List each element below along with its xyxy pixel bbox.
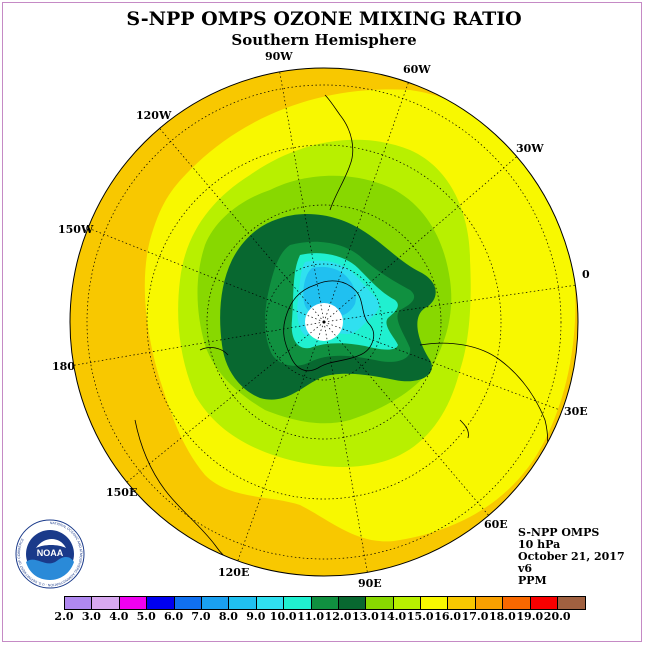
- lon-label-90e: 90E: [358, 577, 382, 590]
- lon-label-120w: 120W: [136, 109, 172, 122]
- colorbar-tick-label: 12.0: [324, 610, 352, 623]
- colorbar-tick-label: 5.0: [136, 610, 156, 623]
- units-label: PPM: [518, 574, 547, 587]
- colorbar-swatch: [92, 597, 120, 609]
- colorbar-tick-label: 3.0: [81, 610, 101, 623]
- colorbar-tick-label: 20.0: [543, 610, 571, 623]
- lon-label-150e: 150E: [106, 486, 138, 499]
- lon-label-60w: 60W: [403, 63, 431, 76]
- lon-label-180: 180: [52, 360, 75, 373]
- colorbar-tick-label: 13.0: [351, 610, 379, 623]
- colorbar-swatch: [174, 597, 202, 609]
- colorbar-swatch: [366, 597, 394, 609]
- colorbar-labels: 2.0 3.0 4.0 5.0 6.0 7.0 8.0 9.0 10.0 11.0 12.0 13.0…: [54, 610, 584, 624]
- lon-label-0: 0: [582, 268, 590, 281]
- lon-label-150w: 150W: [58, 223, 94, 236]
- product-info: S-NPP OMPS 10 hPa October 21, 2017 v6 PP…: [518, 527, 625, 587]
- colorbar-swatch: [311, 597, 339, 609]
- lon-label-90w: 90W: [265, 50, 293, 63]
- colorbar-tick-label: 4.0: [109, 610, 129, 623]
- colorbar-swatch: [448, 597, 476, 609]
- instrument-label: S-NPP OMPS: [518, 526, 600, 539]
- pressure-level-label: 10 hPa: [518, 538, 561, 551]
- colorbar: [64, 596, 587, 610]
- colorbar-swatch: [284, 597, 312, 609]
- colorbar-swatch: [65, 597, 93, 609]
- colorbar-tick-label: 6.0: [164, 610, 184, 623]
- graticule: [70, 68, 578, 576]
- colorbar-tick-label: 9.0: [246, 610, 266, 623]
- colorbar-tick-label: 18.0: [488, 610, 516, 623]
- colorbar-tick-label: 7.0: [191, 610, 211, 623]
- colorbar-tick-label: 8.0: [218, 610, 238, 623]
- colorbar-tick-label: 15.0: [406, 610, 434, 623]
- colorbar-swatch: [530, 597, 559, 609]
- colorbar-swatch: [256, 597, 285, 609]
- colorbar-swatch: [338, 597, 367, 609]
- colorbar-tick-label: 10.0: [269, 610, 297, 623]
- colorbar-tick-label: 17.0: [461, 610, 489, 623]
- colorbar-swatch: [119, 597, 148, 609]
- colorbar-swatch: [147, 597, 175, 609]
- colorbar-tick-label: 2.0: [54, 610, 74, 623]
- version-label: v6: [518, 562, 533, 575]
- lon-label-60e: 60E: [484, 518, 508, 531]
- colorbar-swatch: [503, 597, 531, 609]
- colorbar-tick-label: 14.0: [379, 610, 407, 623]
- colorbar-tick-label: 19.0: [516, 610, 544, 623]
- lon-label-120e: 120E: [218, 566, 250, 579]
- colorbar-swatch: [475, 597, 504, 609]
- image-frame: [2, 2, 642, 642]
- map-title: S-NPP OMPS OZONE MIXING RATIO: [126, 8, 522, 30]
- noaa-logo-text: NOAA: [37, 548, 64, 558]
- colorbar-tick-label: 16.0: [434, 610, 461, 623]
- lon-label-30e: 30E: [564, 405, 588, 418]
- colorbar-swatch: [393, 597, 422, 609]
- colorbar-swatch: [421, 597, 449, 609]
- colorbar-swatch: [201, 597, 230, 609]
- colorbar-swatch: [229, 597, 257, 609]
- noaa-logo: NOAA NATIONAL OCEANIC AND ATMOSPHERIC AD…: [15, 519, 85, 589]
- lon-label-30w: 30W: [516, 142, 544, 155]
- map-subtitle: Southern Hemisphere: [231, 31, 417, 49]
- colorbar-tick-label: 11.0: [297, 610, 324, 623]
- colorbar-swatch: [558, 597, 586, 609]
- date-label: October 21, 2017: [518, 550, 625, 563]
